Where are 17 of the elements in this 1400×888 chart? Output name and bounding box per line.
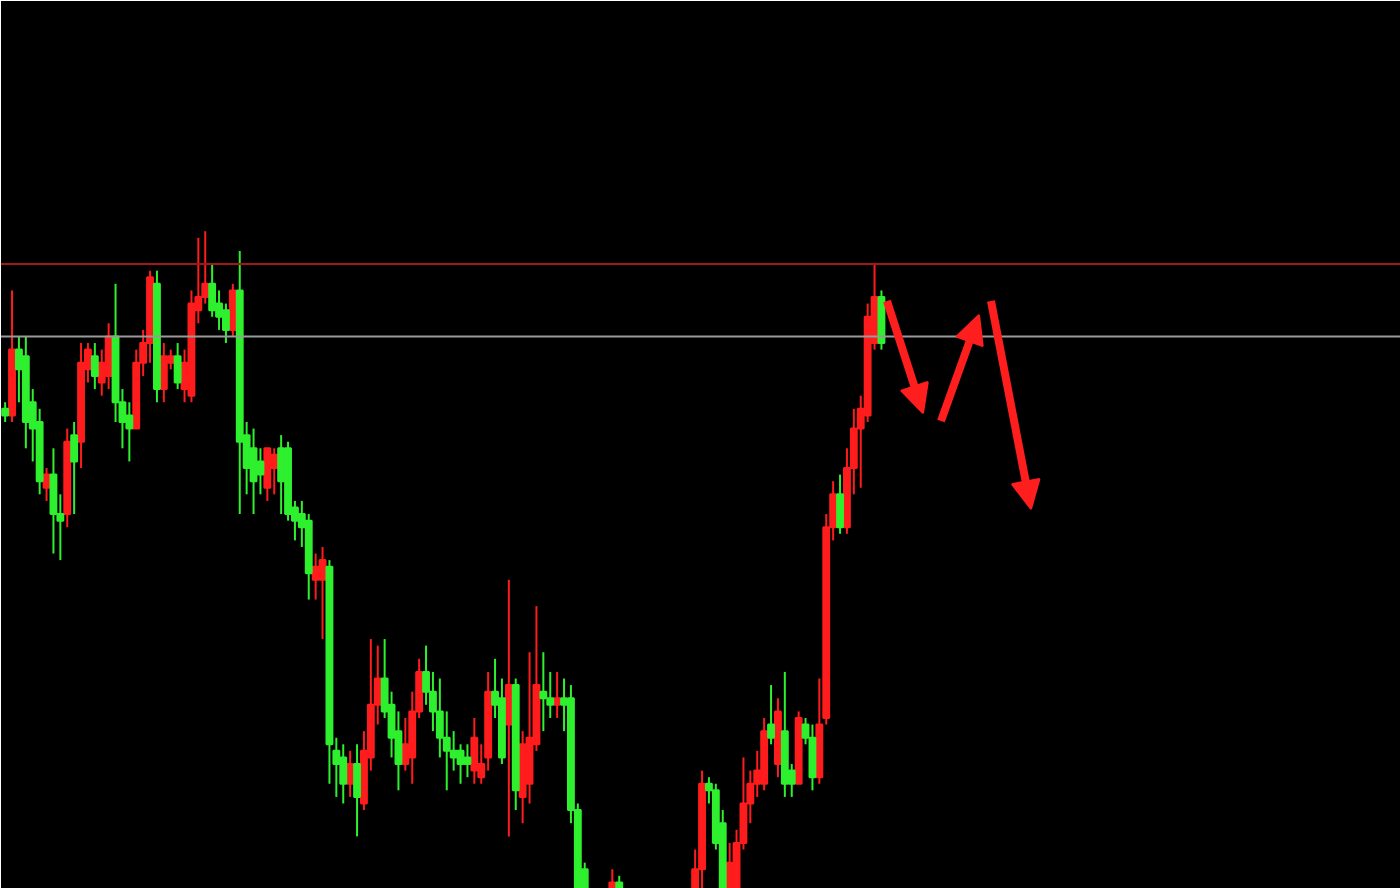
candlestick (270, 447, 279, 496)
candlestick (463, 743, 472, 779)
candlestick (277, 434, 286, 516)
candlestick (1, 401, 10, 423)
candlestick (70, 420, 79, 516)
candlestick (767, 684, 775, 746)
candlestick (318, 545, 327, 641)
candlestick (339, 743, 348, 805)
candlestick (256, 447, 265, 496)
candlestick (263, 447, 272, 502)
candlestick (249, 427, 258, 516)
candlestick (470, 716, 479, 785)
candlestick (353, 743, 361, 838)
candlestick (90, 342, 99, 391)
candlestick (173, 342, 182, 391)
candlestick (539, 651, 548, 733)
candlestick (836, 473, 844, 535)
